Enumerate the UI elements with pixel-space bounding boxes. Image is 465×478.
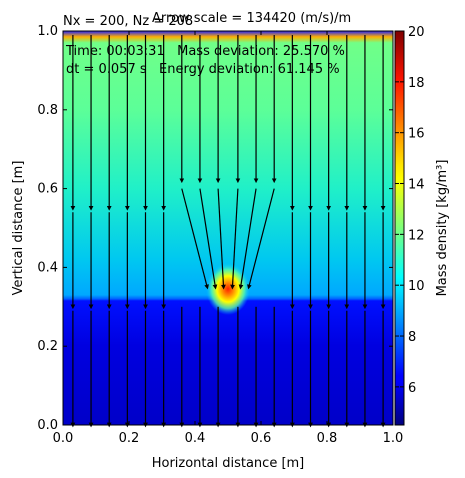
y-tick-label: 0.8 [37, 103, 58, 118]
density-field [63, 31, 393, 425]
chart-title-right: Arrow scale = 134420 (m/s)/m [152, 11, 351, 26]
colorbar-tick-label: 18 [408, 76, 425, 91]
y-tick-label: 0.6 [37, 182, 58, 197]
y-tick-label: 0.4 [37, 260, 58, 275]
y-axis-label: Vertical distance [m] [11, 161, 26, 296]
colorbar-tick-label: 16 [408, 127, 425, 142]
colorbar-tick-label: 20 [408, 25, 425, 40]
colorbar-tick-label: 6 [408, 381, 416, 396]
x-axis-label: Horizontal distance [m] [152, 456, 305, 471]
velocity-arrow [230, 188, 239, 290]
x-tick-label: 0.4 [185, 431, 206, 446]
y-axis-ticks: 0.0 0.2 0.4 0.6 0.8 1.0 [37, 24, 393, 433]
density-hot-spot [206, 263, 250, 315]
time-mass-annotation: Time: 00:03:31 Mass deviation: 25.570 % [65, 44, 345, 59]
dt-energy-annotation: dt = 0.057 s Energy deviation: 61.145 % [66, 62, 340, 77]
x-tick-label: 0.6 [251, 431, 272, 446]
velocity-arrow [217, 188, 226, 290]
colorbar-tick-label: 8 [408, 330, 416, 345]
velocity-arrows [70, 34, 386, 428]
x-tick-label: 0.0 [53, 431, 74, 446]
colorbar-label: Mass density [kg/m³] [435, 160, 450, 297]
chart-title-left: Nx = 200, Nz = 208 [63, 14, 193, 29]
velocity-arrow [238, 188, 257, 290]
plot-area: 0.0 0.2 0.4 0.6 0.8 1.0 0.0 0.2 0.4 0.6 0.8 1.0 [37, 24, 403, 446]
x-tick-label: 0.8 [317, 431, 338, 446]
y-tick-label: 1.0 [37, 24, 58, 39]
velocity-arrow [199, 188, 218, 290]
y-tick-label: 0.0 [37, 418, 58, 433]
velocity-arrow [247, 188, 275, 290]
colorbar-ticks: 6 8 10 12 14 16 18 20 [395, 25, 425, 396]
colorbar-tick-label: 14 [408, 178, 425, 193]
x-axis-ticks: 0.0 0.2 0.4 0.6 0.8 1.0 [53, 31, 404, 446]
colorbar: 6 8 10 12 14 16 18 20 Mass density [kg/m³] [394, 25, 450, 426]
colorbar-gradient [394, 30, 405, 426]
plot-frame [62, 30, 394, 426]
colorbar-tick-label: 10 [408, 279, 425, 294]
x-tick-label: 1.0 [383, 431, 404, 446]
y-tick-label: 0.2 [37, 339, 58, 354]
x-tick-label: 0.2 [119, 431, 140, 446]
velocity-arrow [181, 188, 209, 290]
colorbar-tick-label: 12 [408, 228, 425, 243]
